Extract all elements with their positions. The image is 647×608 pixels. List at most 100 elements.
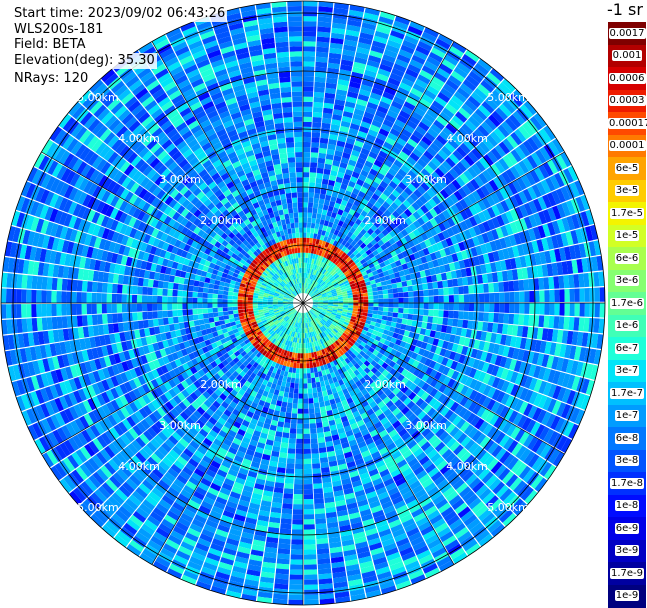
beta-gate — [311, 320, 315, 326]
beta-gate — [91, 314, 98, 326]
beta-gate — [335, 313, 342, 318]
beta-gate — [318, 321, 324, 327]
beta-gate — [76, 315, 83, 327]
beta-gate — [543, 382, 552, 396]
beta-gate — [402, 313, 409, 320]
beta-gate — [343, 305, 349, 308]
beta-gate — [564, 303, 570, 316]
beta-gate — [568, 423, 579, 439]
beta-gate — [336, 401, 343, 409]
beta-gate — [431, 424, 442, 435]
beta-gate — [421, 382, 430, 392]
beta-gate — [325, 341, 331, 347]
beta-gate — [388, 341, 395, 349]
beta-gate — [511, 325, 519, 336]
beta-gate — [374, 482, 385, 491]
beta-gate — [339, 319, 345, 324]
beta-gate — [473, 392, 483, 403]
beta-gate — [394, 575, 410, 586]
beta-gate — [432, 316, 439, 324]
beta-gate — [409, 374, 417, 383]
beta-gate — [392, 473, 404, 482]
beta-gate — [336, 374, 342, 381]
beta-gate — [348, 512, 361, 520]
beta-gate — [305, 312, 307, 318]
beta-gate — [362, 416, 371, 424]
beta-gate — [420, 391, 430, 401]
beta-gate — [293, 489, 303, 495]
beta-gate — [395, 339, 402, 346]
beta-gate — [212, 293, 218, 299]
beta-gate — [56, 291, 62, 303]
beta-gate — [437, 526, 451, 538]
beta-gate — [443, 310, 449, 318]
beta-gate — [420, 525, 434, 536]
beta-gate — [332, 306, 338, 309]
beta-gate — [487, 442, 499, 455]
beta-gate — [313, 313, 318, 318]
beta-gate — [283, 422, 291, 429]
beta-gate — [589, 303, 595, 318]
beta-gate — [541, 411, 552, 426]
beta-gate — [157, 280, 164, 289]
beta-gate — [288, 443, 296, 449]
beta-gate — [197, 313, 204, 320]
beta-gate — [520, 486, 534, 501]
beta-gate — [325, 322, 331, 327]
beta-gate — [81, 280, 88, 292]
beta-gate — [398, 303, 404, 308]
beta-gate — [463, 311, 469, 320]
beta-gate — [391, 495, 404, 505]
beta-gate — [478, 312, 484, 322]
beta-gate — [380, 319, 387, 325]
beta-gate — [377, 523, 390, 533]
beta-gate — [157, 303, 163, 311]
beta-gate — [26, 304, 32, 318]
beta-gate — [417, 410, 427, 420]
beta-gate — [342, 388, 349, 395]
beta-gate — [202, 313, 209, 319]
beta-gate — [310, 309, 315, 314]
beta-gate — [590, 364, 599, 380]
beta-gate — [132, 312, 138, 321]
beta-gate — [370, 333, 377, 340]
beta-gate — [290, 549, 303, 555]
beta-gate — [406, 476, 419, 486]
beta-gate — [411, 416, 421, 426]
beta-gate — [336, 331, 343, 337]
beta-gate — [303, 514, 315, 520]
beta-gate — [222, 290, 229, 296]
beta-gate — [283, 391, 289, 398]
beta-gate — [340, 383, 347, 391]
beta-gate — [318, 315, 323, 320]
beta-gate — [347, 361, 354, 368]
beta-gate — [430, 452, 442, 463]
beta-gate — [299, 333, 302, 339]
beta-gate — [510, 498, 524, 513]
beta-gate — [383, 307, 389, 312]
beta-gate — [436, 460, 448, 471]
beta-gate — [214, 279, 221, 286]
beta-gate — [429, 490, 443, 501]
beta-gate — [397, 313, 404, 319]
beta-gate — [412, 540, 427, 551]
beta-gate — [31, 289, 37, 303]
beta-gate — [561, 358, 569, 373]
beta-gate — [142, 278, 149, 287]
beta-gate — [381, 315, 388, 321]
beta-gate — [460, 421, 470, 433]
beta-gate — [275, 573, 289, 580]
beta-gate — [412, 484, 424, 495]
beta-gate — [527, 453, 540, 468]
beta-gate — [167, 310, 173, 318]
beta-gate — [454, 404, 464, 415]
beta-gate — [388, 519, 402, 529]
beta-gate — [536, 327, 544, 340]
beta-gate — [537, 366, 547, 380]
beta-gate — [489, 413, 500, 426]
beta-gate — [338, 321, 344, 326]
beta-gate — [313, 402, 320, 409]
beta-gate — [519, 448, 531, 462]
beta-gate — [460, 328, 468, 337]
beta-gate — [491, 365, 500, 377]
